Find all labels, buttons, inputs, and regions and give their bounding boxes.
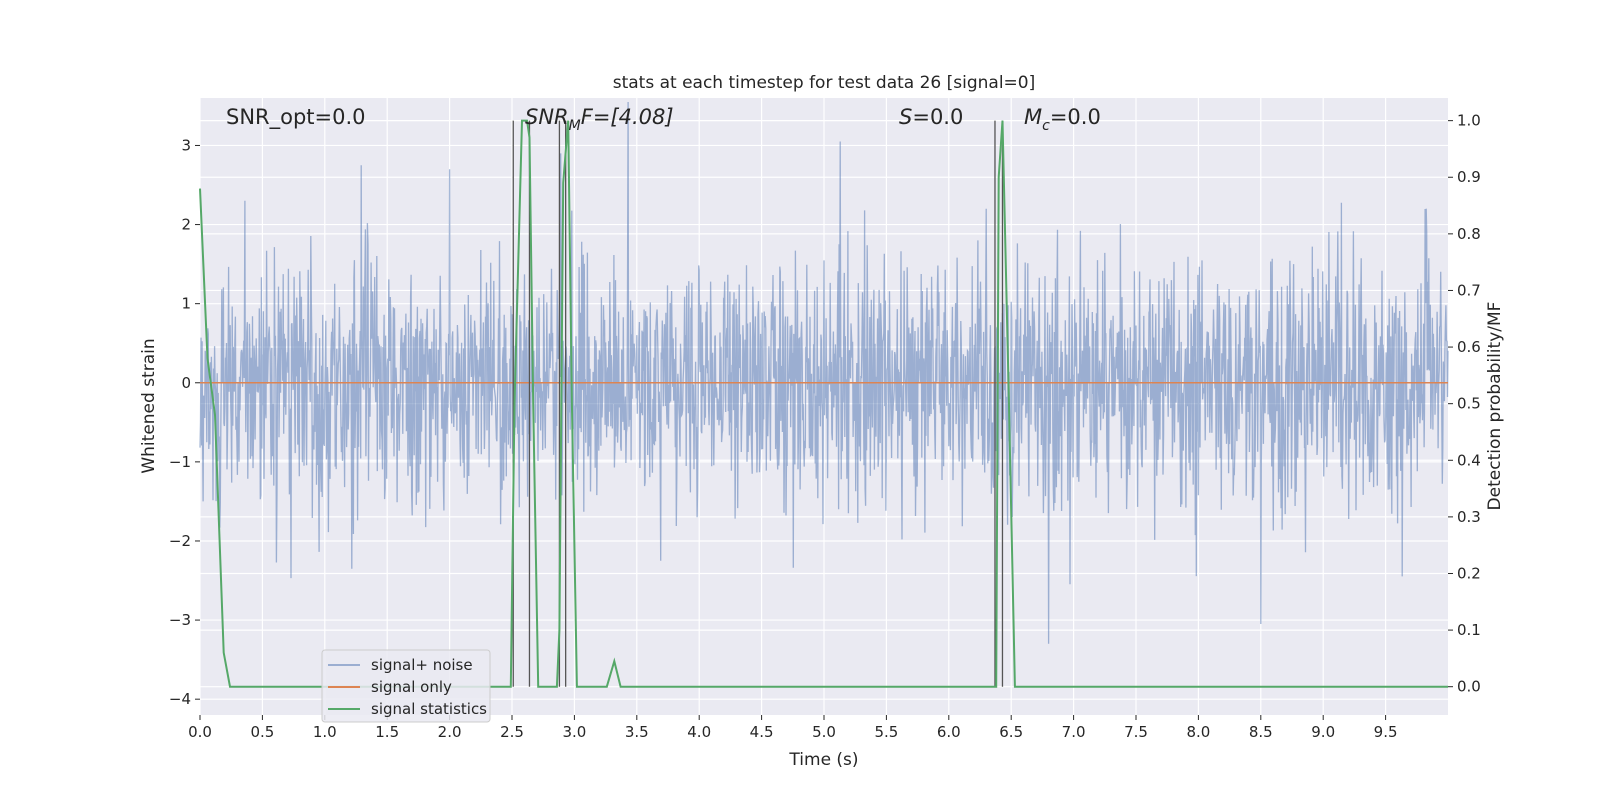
y-right-tick-label: 1.0 [1457,112,1481,130]
y-right-tick-label: 0.0 [1457,678,1481,696]
annotation-s-stat: S=0.0 [899,105,963,129]
y-right-tick-label: 0.7 [1457,281,1481,299]
legend-label-signal-only: signal only [371,678,452,696]
y-right-tick-label: 0.4 [1457,451,1481,469]
y-left-tick-label: 2 [181,216,191,234]
legend: signal+ noise signal only signal statist… [321,649,491,723]
y-left-tick-label: 1 [181,295,191,313]
y-axis-label-right: Detection probability/MF [1485,302,1505,511]
y-right-tick-label: 0.2 [1457,564,1481,582]
x-tick-label: 5.0 [812,723,836,741]
x-tick-label: 5.5 [874,723,898,741]
y-right-tick-label: 0.6 [1457,338,1481,356]
x-tick-label: 7.0 [1062,723,1086,741]
x-axis-label: Time (s) [788,750,858,770]
x-tick-label: 6.0 [937,723,961,741]
x-tick-label: 1.0 [313,723,337,741]
x-tick-label: 3.0 [562,723,586,741]
x-tick-label: 2.0 [438,723,462,741]
y-left-tick-label: −4 [169,690,191,708]
x-tick-label: 6.5 [999,723,1023,741]
y-right-tick-label: 0.9 [1457,168,1481,186]
y-right-tick-label: 0.1 [1457,621,1481,639]
legend-label-signal-statistics: signal statistics [371,700,487,718]
annotation-snr-mf: SNRMF=[4.08] [525,105,674,134]
x-tick-label: 0.0 [188,723,212,741]
x-tick-label: 4.5 [750,723,774,741]
legend-box [321,649,491,723]
y-axis-label-left: Whitened strain [139,338,159,473]
annotation-snr-opt: SNR_opt=0.0 [226,105,366,130]
x-tick-label: 1.5 [375,723,399,741]
series-line-signal-noise [199,101,1449,644]
annotation-mc: Mc=0.0 [1024,105,1101,134]
y-left-tick-label: 3 [181,136,191,154]
x-tick-label: 9.5 [1374,723,1398,741]
x-tick-label: 9.0 [1311,723,1335,741]
x-tick-label: 8.5 [1249,723,1273,741]
x-tick-label: 2.5 [500,723,524,741]
y-left-tick-label: −1 [169,453,191,471]
legend-label-signal-noise: signal+ noise [371,656,473,674]
y-right-tick-label: 0.8 [1457,225,1481,243]
x-tick-label: 0.5 [250,723,274,741]
x-tick-label: 7.5 [1124,723,1148,741]
y-left-tick-label: −2 [169,532,191,550]
y-right-tick-label: 0.5 [1457,395,1481,413]
y-left-tick-label: −3 [169,611,191,629]
chart-title: stats at each timestep for test data 26 … [613,73,1036,93]
x-tick-label: 4.0 [687,723,711,741]
y-right-tick-label: 0.3 [1457,508,1481,526]
x-tick-label: 8.0 [1186,723,1210,741]
y-left-tick-label: 0 [181,374,191,392]
series-line-signal-statistics [199,119,1448,688]
x-tick-label: 3.5 [625,723,649,741]
